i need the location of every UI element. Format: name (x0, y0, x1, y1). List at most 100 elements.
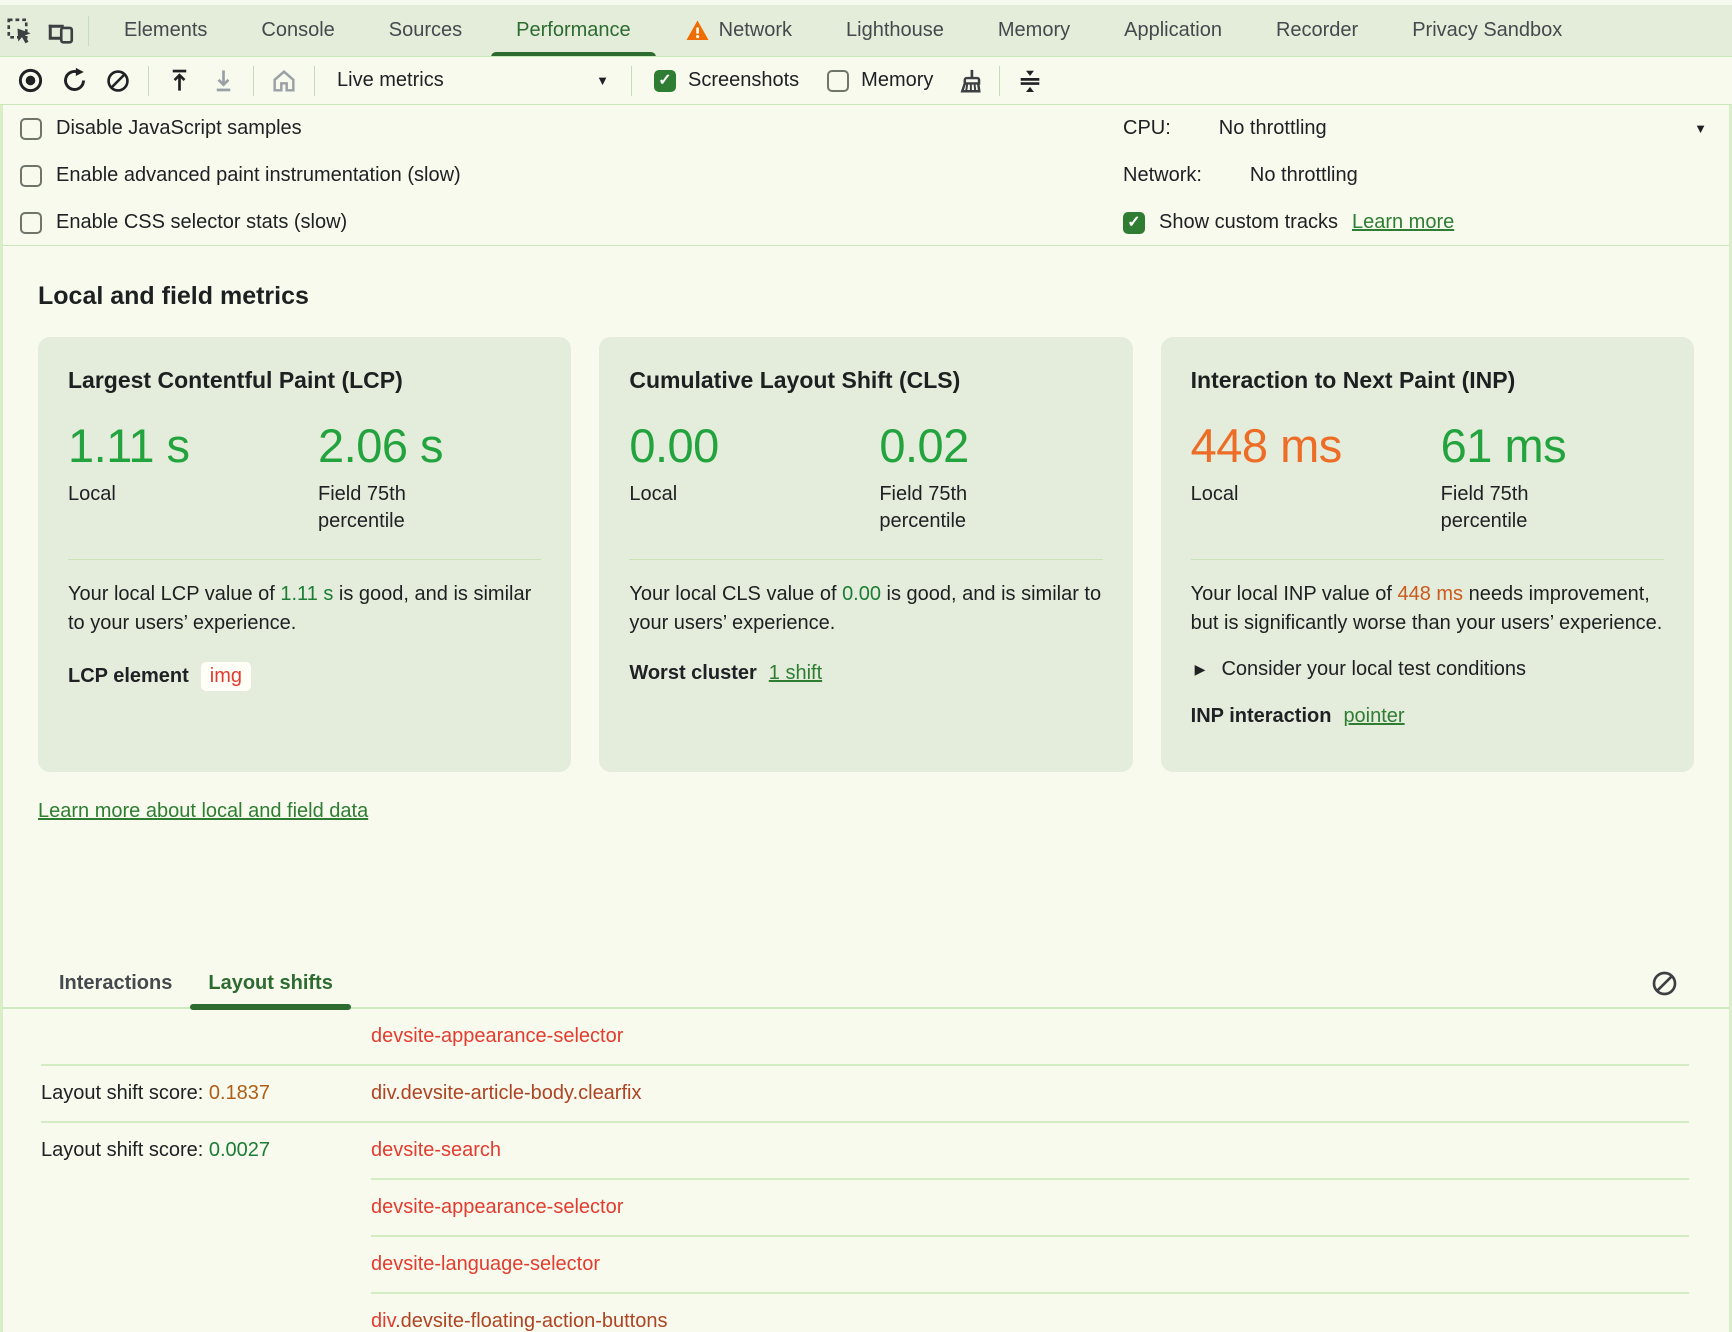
home-button[interactable] (262, 61, 306, 101)
devtools-performance-panel: Elements Console Sources Performance Net… (0, 0, 1732, 1332)
metric-values: 1.11 s Local 2.06 s Field 75th percentil… (68, 418, 541, 535)
shortcuts-dialog-button[interactable] (1008, 61, 1052, 101)
check-icon: ✓ (658, 73, 671, 89)
tab-recorder[interactable]: Recorder (1249, 5, 1385, 57)
upload-icon (166, 67, 193, 94)
block-icon (105, 68, 131, 94)
local-label: Local (1191, 481, 1361, 508)
panel-body: Disable JavaScript samples Enable advanc… (0, 105, 1732, 1332)
screenshots-checkbox[interactable]: ✓ (654, 70, 676, 92)
disclosure-triangle-icon: ▶ (1195, 661, 1206, 678)
metric-description: Your local CLS value of 0.00 is good, an… (629, 580, 1102, 638)
tab-network[interactable]: Network (658, 5, 819, 57)
tab-performance[interactable]: Performance (489, 5, 658, 57)
inline-metric-value: 1.11 s (280, 583, 333, 605)
home-icon (270, 67, 298, 95)
reload-icon (61, 67, 88, 94)
shift-target-node-link[interactable]: .devsite-floating-action-buttons (395, 1310, 667, 1332)
shift-target-node-link[interactable]: devsite-appearance-selector (371, 1025, 623, 1047)
tab-sources[interactable]: Sources (362, 5, 489, 57)
toggle-device-toolbar-button[interactable] (40, 11, 80, 51)
clear-recording-button[interactable] (96, 61, 140, 101)
local-label: Local (68, 481, 238, 508)
record-button[interactable] (8, 61, 52, 101)
field-value: 61 ms (1441, 418, 1664, 473)
tab-elements[interactable]: Elements (97, 5, 234, 57)
clear-log-button[interactable] (1650, 969, 1679, 1003)
lcp-element-node-link[interactable]: img (201, 662, 251, 691)
performance-toolbar: Live metrics ▼ ✓ Screenshots Memory (0, 57, 1732, 105)
section-heading: Local and field metrics (38, 282, 1729, 311)
lcp-element-label: LCP element (68, 665, 189, 688)
tab-lighthouse[interactable]: Lighthouse (819, 5, 971, 57)
worst-cluster-link[interactable]: 1 shift (769, 662, 822, 685)
toolbar-separator (148, 66, 149, 96)
record-and-reload-button[interactable] (52, 61, 96, 101)
local-test-conditions-disclosure[interactable]: ▶ Consider your local test conditions (1191, 658, 1664, 681)
shift-target-node-link[interactable]: div.devsite-article-body.clearfix (371, 1082, 641, 1104)
local-value-col: 0.00 Local (629, 418, 879, 535)
cpu-throttling-select[interactable]: CPU: No throttling ▼ (1123, 105, 1732, 152)
collapse-vertical-icon (1016, 67, 1044, 95)
field-value-col: 0.02 Field 75th percentile (879, 418, 1102, 535)
card-divider (629, 559, 1102, 560)
memory-checkbox[interactable] (827, 70, 849, 92)
collect-garbage-button[interactable] (947, 61, 991, 101)
screenshots-checkbox-row[interactable]: ✓ Screenshots (654, 69, 799, 92)
tab-console[interactable]: Console (234, 5, 361, 57)
network-label: Network: (1123, 164, 1202, 187)
memory-label: Memory (861, 69, 933, 92)
card-title: Cumulative Layout Shift (CLS) (629, 367, 1102, 394)
css-selector-stats-checkbox[interactable] (20, 212, 42, 234)
metric-description: Your local INP value of 448 ms needs imp… (1191, 580, 1664, 638)
shift-target-node-link[interactable]: devsite-appearance-selector (371, 1196, 623, 1218)
custom-tracks-checkbox[interactable]: ✓ (1123, 212, 1145, 234)
tab-privacy-sandbox[interactable]: Privacy Sandbox (1385, 5, 1589, 57)
tab-layout-shifts[interactable]: Layout shifts (190, 972, 350, 1007)
shift-target-node-link[interactable]: devsite-search (371, 1139, 501, 1161)
tab-interactions[interactable]: Interactions (41, 972, 190, 1007)
metric-card-lcp: Largest Contentful Paint (LCP) 1.11 s Lo… (38, 337, 571, 772)
download-icon (210, 67, 237, 94)
advanced-paint-checkbox[interactable] (20, 165, 42, 187)
devtools-tab-bar: Elements Console Sources Performance Net… (0, 5, 1732, 57)
field-value: 2.06 s (318, 418, 541, 473)
tab-application[interactable]: Application (1097, 5, 1249, 57)
local-label: Local (629, 481, 799, 508)
capture-settings: Disable JavaScript samples Enable advanc… (3, 105, 1729, 246)
throttling-settings: CPU: No throttling ▼ Network: No throttl… (1123, 105, 1732, 246)
inp-interaction-link[interactable]: pointer (1343, 705, 1404, 728)
learn-more-local-field-link[interactable]: Learn more about local and field data (38, 800, 368, 823)
panel-mode-value: Live metrics (337, 69, 444, 92)
shift-score-value: 0.1837 (209, 1082, 270, 1104)
network-throttling-select[interactable]: Network: No throttling ▼ (1123, 152, 1732, 199)
load-profile-button[interactable] (157, 61, 201, 101)
advanced-paint-label: Enable advanced paint instrumentation (s… (56, 164, 461, 187)
chevron-down-icon: ▼ (1694, 121, 1707, 136)
tab-memory[interactable]: Memory (971, 5, 1097, 57)
shift-target-node-link[interactable]: devsite-language-selector (371, 1253, 600, 1275)
memory-checkbox-row[interactable]: Memory (827, 69, 933, 92)
worst-cluster-row: Worst cluster 1 shift (629, 662, 1102, 685)
layout-shift-row: devsite-appearance-selector (3, 1009, 1729, 1064)
cpu-value: No throttling (1219, 117, 1327, 140)
custom-tracks-label: Show custom tracks (1159, 211, 1338, 234)
layout-shift-row: div.devsite-floating-action-buttons (3, 1294, 1729, 1332)
custom-tracks-learn-more-link[interactable]: Learn more (1352, 211, 1454, 234)
save-profile-button[interactable] (201, 61, 245, 101)
broom-icon (955, 67, 983, 95)
log-tab-bar: Interactions Layout shifts (3, 971, 1729, 1009)
disable-js-samples-checkbox[interactable] (20, 118, 42, 140)
inspect-element-button[interactable] (0, 11, 40, 51)
cpu-label: CPU: (1123, 117, 1171, 140)
shift-target-node-link[interactable]: div (371, 1310, 395, 1332)
live-metrics-view: Local and field metrics Largest Contentf… (3, 282, 1729, 1332)
block-icon (1650, 969, 1679, 998)
record-icon (17, 67, 44, 94)
layout-shift-row: Layout shift score: 0.0027 devsite-searc… (3, 1123, 1729, 1178)
card-title: Interaction to Next Paint (INP) (1191, 367, 1664, 394)
panel-mode-select[interactable]: Live metrics ▼ (323, 62, 623, 100)
layout-shifts-log: devsite-appearance-selector Layout shift… (3, 1009, 1729, 1332)
card-divider (1191, 559, 1664, 560)
toolbar-separator (631, 66, 632, 96)
